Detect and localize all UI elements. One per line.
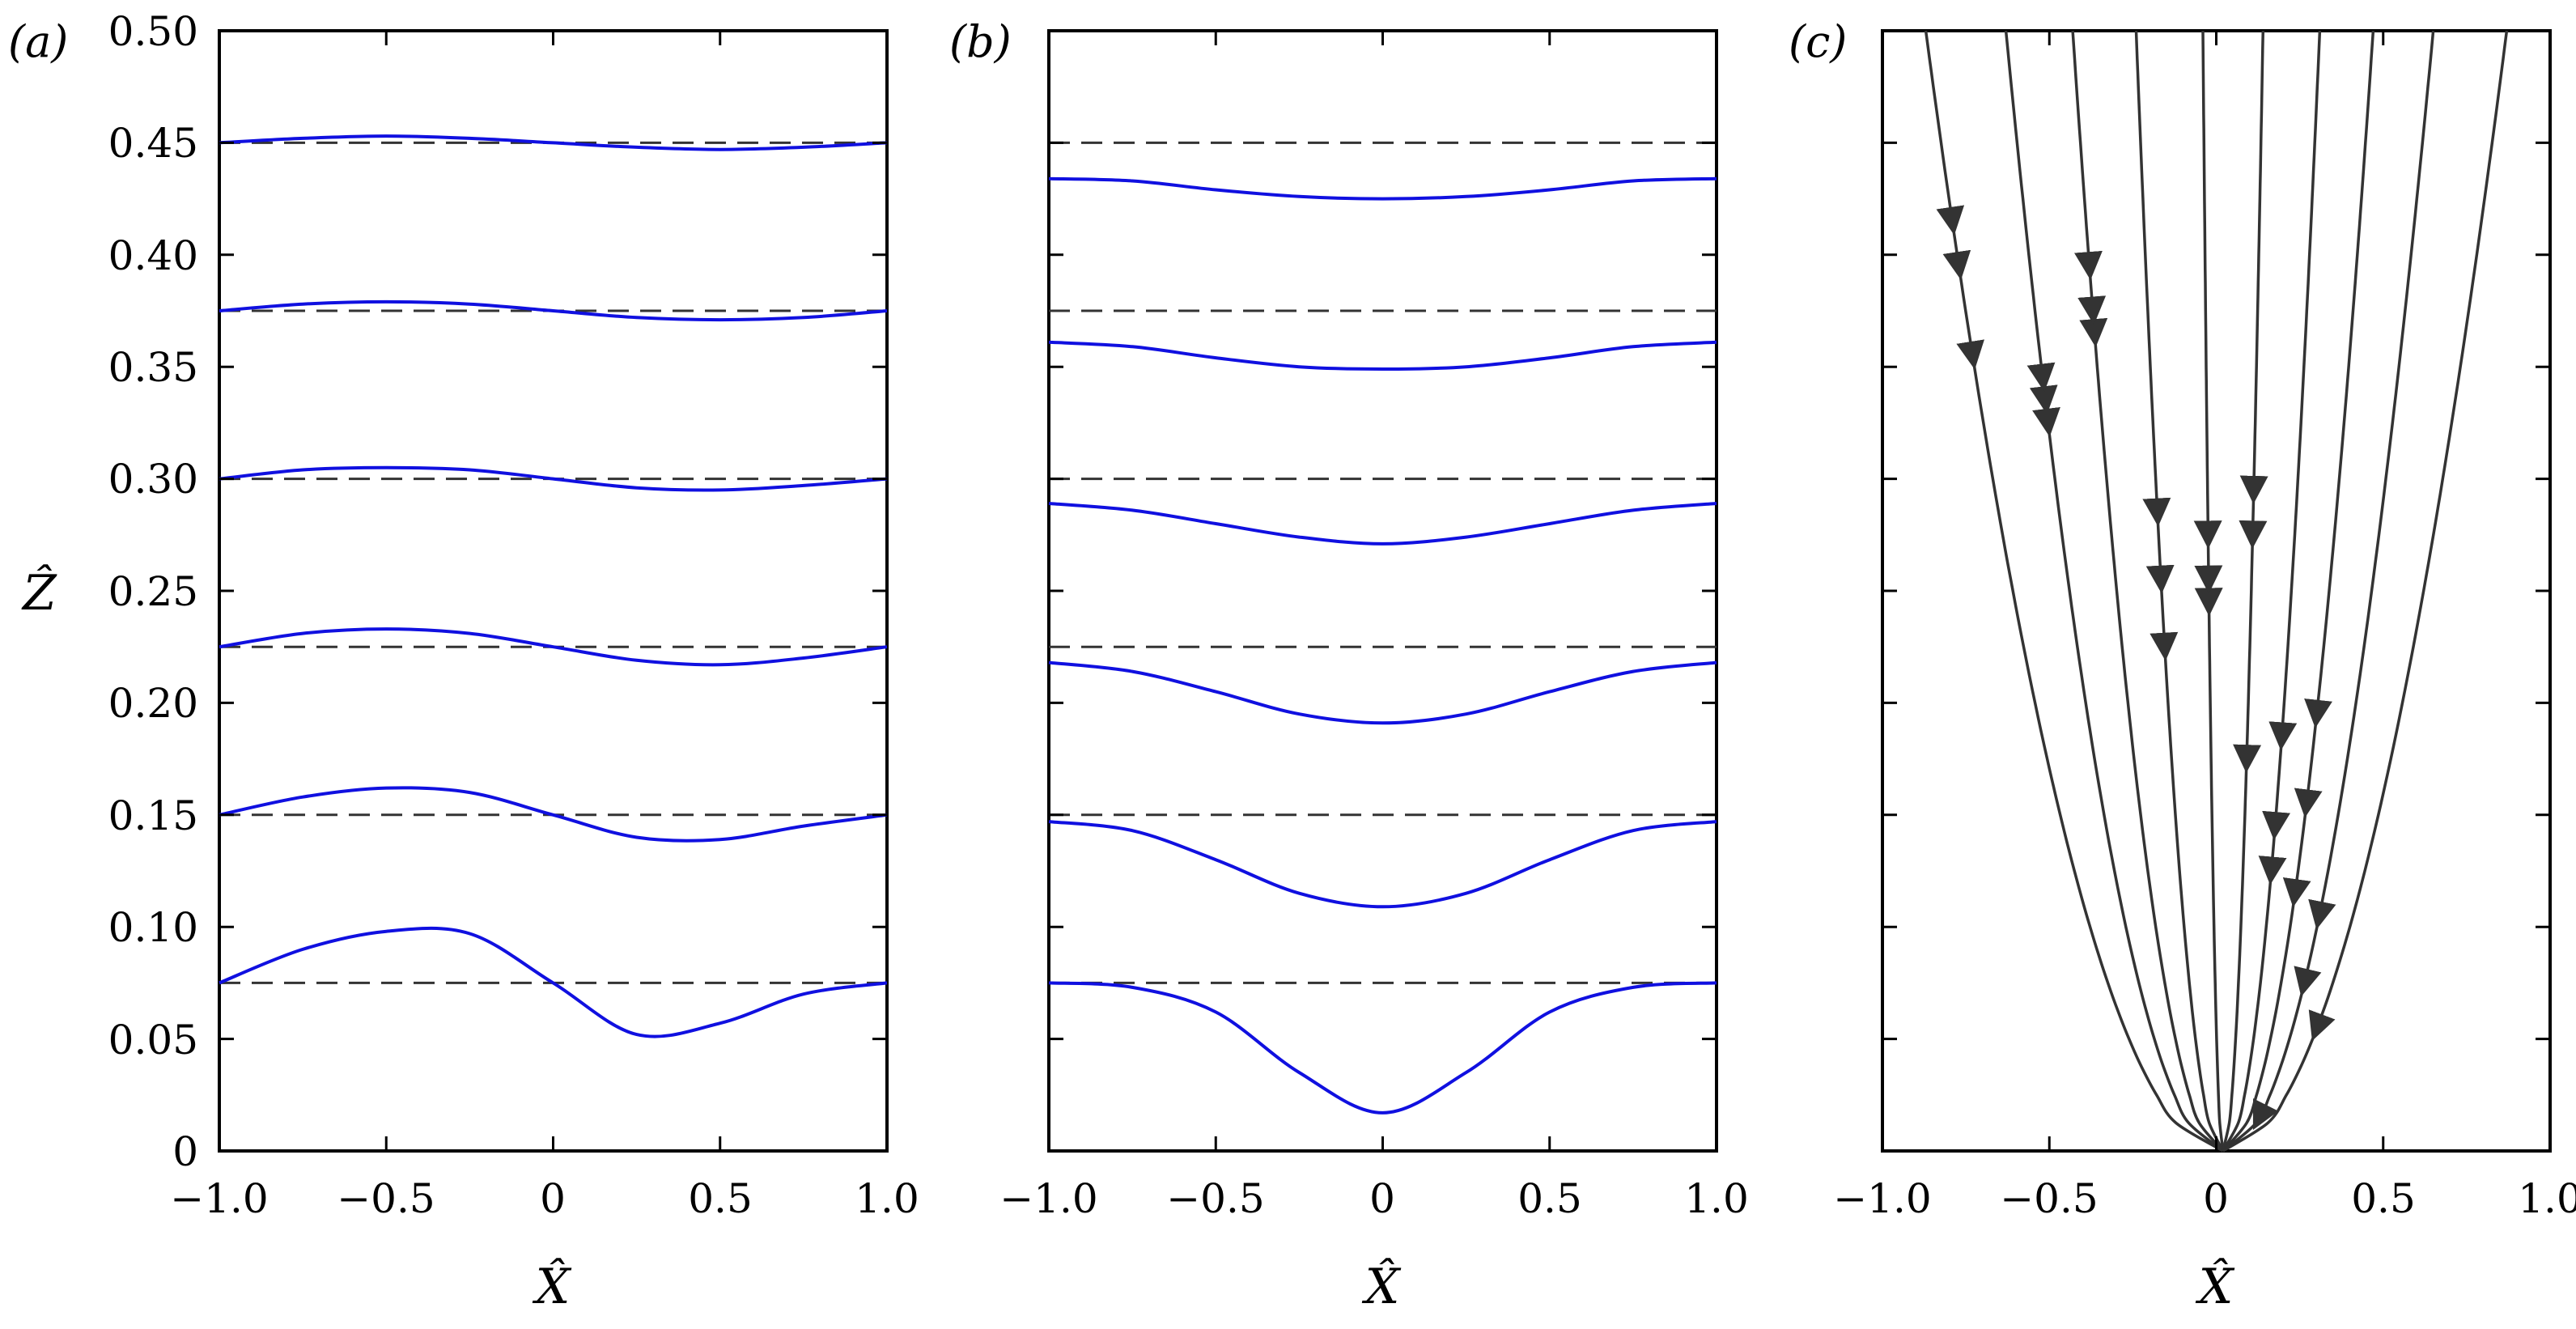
interface-curve <box>219 465 888 492</box>
flow-arrow <box>1956 339 1984 370</box>
panel-b-curves <box>1048 176 1717 1115</box>
flow-arrow <box>2029 384 2058 415</box>
panel-b-x-tick-labels: −1.0 −0.5 0 0.5 1.0 <box>999 1175 1748 1222</box>
flow-arrow <box>2304 698 2332 728</box>
interface-curve <box>1048 176 1717 201</box>
x-tick-label: 0 <box>2203 1175 2229 1222</box>
interface-curve <box>1048 820 1717 909</box>
y-tick-label: 0.10 <box>108 904 198 951</box>
x-tick-label: −1.0 <box>170 1175 268 1222</box>
panel-a-x-tick-labels: −1.0 −0.5 0 0.5 1.0 <box>170 1175 919 1222</box>
streamline <box>1924 30 2224 1153</box>
panel-a-y-tick-labels: 0 0.05 0.10 0.15 0.20 0.25 0.30 0.35 0.4… <box>108 8 198 1175</box>
flow-arrow <box>2262 810 2291 841</box>
x-tick-label: −1.0 <box>1833 1175 1931 1222</box>
interface-curve <box>219 926 888 1038</box>
flow-arrow <box>2308 1009 2336 1042</box>
y-tick-label: 0.30 <box>108 456 198 503</box>
panel-a-label: (a) <box>8 16 68 67</box>
streamline <box>2222 30 2509 1153</box>
panel-b: (b) X̂ −1.0 −0.5 0 0.5 1.0 <box>949 16 1749 1315</box>
streamline <box>2071 30 2225 1153</box>
flow-arrow <box>2282 877 2311 908</box>
flow-arrow <box>2145 564 2175 594</box>
x-tick-label: −0.5 <box>1166 1175 1264 1222</box>
flow-arrow <box>2149 631 2179 661</box>
streamline <box>2004 30 2224 1153</box>
y-tick-label: 0.35 <box>108 344 198 391</box>
x-tick-label: 0 <box>540 1175 566 1222</box>
x-tick-label: −0.5 <box>2000 1175 2098 1222</box>
interface-curve <box>1048 340 1717 372</box>
y-tick-label: 0.25 <box>108 568 198 615</box>
panel-c-x-tick-labels: −1.0 −0.5 0 0.5 1.0 <box>1833 1175 2576 1222</box>
panel-b-reference-lines <box>1049 141 1717 984</box>
panel-b-label: (b) <box>949 16 1012 67</box>
flow-arrow <box>2252 1098 2279 1131</box>
flow-arrow <box>2142 497 2171 527</box>
x-tick-label: 0.5 <box>1517 1175 1582 1222</box>
panel-c-xlabel: X̂ <box>2196 1258 2235 1315</box>
panel-c-label: (c) <box>1789 16 1847 67</box>
flow-arrow <box>1936 205 1965 236</box>
y-tick-label: 0.05 <box>108 1017 198 1064</box>
x-tick-label: 0.5 <box>688 1175 753 1222</box>
x-tick-label: 1.0 <box>1684 1175 1749 1222</box>
flow-arrow <box>2073 250 2103 281</box>
interface-curve <box>219 134 888 151</box>
streamline <box>2222 30 2435 1153</box>
panel-a-curves <box>219 134 888 1038</box>
flow-arrow <box>2268 721 2298 751</box>
flow-arrow <box>2077 295 2107 325</box>
panel-c-streamlines <box>1924 30 2509 1153</box>
y-tick-label: 0.40 <box>108 232 198 279</box>
x-tick-label: −0.5 <box>337 1175 435 1222</box>
panel-c-ticks <box>1881 29 2552 1153</box>
streamline <box>2201 30 2225 1152</box>
panel-a-reference-lines <box>219 141 887 984</box>
streamline <box>2222 30 2265 1152</box>
flow-arrow <box>2026 362 2056 393</box>
flow-arrow <box>2294 788 2323 818</box>
interface-curve <box>1048 981 1717 1115</box>
flow-arrow <box>2308 898 2336 930</box>
y-tick-label: 0.45 <box>108 120 198 167</box>
interface-curve <box>1048 660 1717 725</box>
x-tick-label: 0 <box>1369 1175 1395 1222</box>
streamline <box>2222 30 2375 1153</box>
panel-a: (a) Ẑ X̂ −1.0 −0.5 0 0.5 1.0 0 0.05 0.10… <box>8 8 919 1315</box>
x-tick-label: 1.0 <box>855 1175 919 1222</box>
interface-curve <box>1048 502 1717 546</box>
x-tick-label: 0.5 <box>2351 1175 2416 1222</box>
flow-arrow <box>2032 406 2060 437</box>
y-tick-label: 0.15 <box>108 792 198 839</box>
interface-curve <box>219 786 888 843</box>
panel-a-ylabel: Ẑ <box>21 564 57 622</box>
panel-b-ticks <box>1047 29 1718 1153</box>
flow-arrow <box>1942 249 1971 280</box>
panel-b-xlabel: X̂ <box>1362 1258 1402 1315</box>
y-tick-label: 0.20 <box>108 680 198 727</box>
panel-a-ticks <box>218 29 889 1153</box>
x-tick-label: 1.0 <box>2518 1175 2576 1222</box>
panel-a-xlabel: X̂ <box>533 1258 572 1315</box>
interface-curve <box>219 627 888 667</box>
streamline <box>2222 30 2322 1152</box>
flow-arrow <box>2294 966 2322 997</box>
interface-curve <box>219 299 888 322</box>
flow-arrow <box>2258 856 2287 885</box>
x-tick-label: −1.0 <box>999 1175 1097 1222</box>
y-tick-label: 0.50 <box>108 8 198 55</box>
y-tick-label: 0 <box>172 1128 198 1175</box>
panel-c: (c) X̂ −1.0 −0.5 0 0.5 1.0 <box>1789 16 2576 1315</box>
